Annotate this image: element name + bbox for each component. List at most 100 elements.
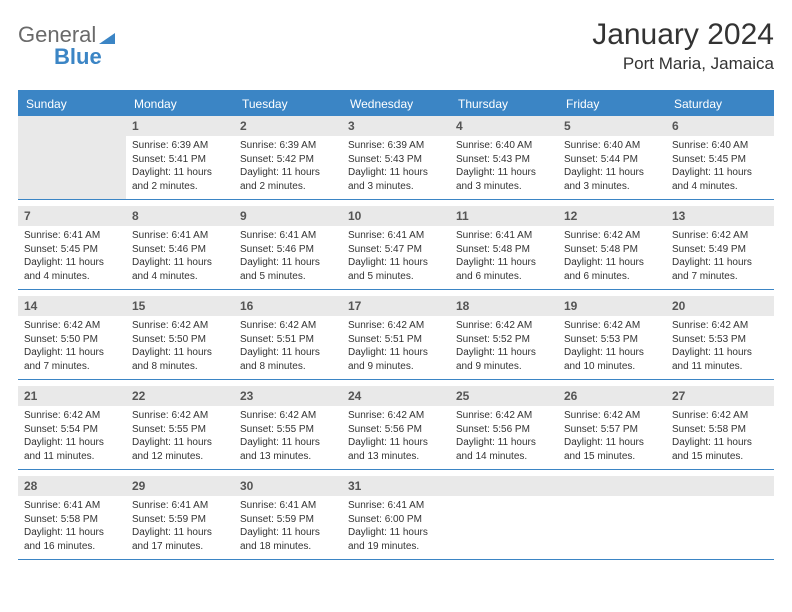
day-number: 31 [342, 476, 450, 496]
sunset-text: Sunset: 5:44 PM [564, 153, 660, 167]
daylight-text-2: and 8 minutes. [240, 360, 336, 374]
day-number: 6 [666, 116, 774, 136]
sunrise-text: Sunrise: 6:42 AM [240, 319, 336, 333]
sunrise-text: Sunrise: 6:41 AM [456, 229, 552, 243]
day-number: 4 [450, 116, 558, 136]
daylight-text-1: Daylight: 11 hours [240, 166, 336, 180]
day-cell: 11Sunrise: 6:41 AMSunset: 5:48 PMDayligh… [450, 206, 558, 290]
day-details: Sunrise: 6:41 AMSunset: 5:46 PMDaylight:… [126, 226, 234, 289]
day-details: Sunrise: 6:42 AMSunset: 5:55 PMDaylight:… [234, 406, 342, 469]
daylight-text-2: and 18 minutes. [240, 540, 336, 554]
sunset-text: Sunset: 5:45 PM [24, 243, 120, 257]
daylight-text-2: and 14 minutes. [456, 450, 552, 464]
daylight-text-1: Daylight: 11 hours [132, 256, 228, 270]
daylight-text-2: and 9 minutes. [348, 360, 444, 374]
dayhead-tuesday: Tuesday [234, 92, 342, 116]
day-details: Sunrise: 6:42 AMSunset: 5:56 PMDaylight:… [450, 406, 558, 469]
empty-cell [558, 476, 666, 560]
day-number: 22 [126, 386, 234, 406]
day-number: 1 [126, 116, 234, 136]
day-cell: 1Sunrise: 6:39 AMSunset: 5:41 PMDaylight… [126, 116, 234, 200]
dayhead-saturday: Saturday [666, 92, 774, 116]
day-number: 2 [234, 116, 342, 136]
day-details: Sunrise: 6:42 AMSunset: 5:48 PMDaylight:… [558, 226, 666, 289]
day-number: 15 [126, 296, 234, 316]
sunrise-text: Sunrise: 6:42 AM [132, 409, 228, 423]
daylight-text-2: and 8 minutes. [132, 360, 228, 374]
sunrise-text: Sunrise: 6:40 AM [456, 139, 552, 153]
sunset-text: Sunset: 5:43 PM [456, 153, 552, 167]
daylight-text-1: Daylight: 11 hours [564, 346, 660, 360]
day-cell: 2Sunrise: 6:39 AMSunset: 5:42 PMDaylight… [234, 116, 342, 200]
sunrise-text: Sunrise: 6:42 AM [240, 409, 336, 423]
day-details: Sunrise: 6:41 AMSunset: 5:59 PMDaylight:… [234, 496, 342, 559]
sunset-text: Sunset: 5:41 PM [132, 153, 228, 167]
daylight-text-1: Daylight: 11 hours [24, 256, 120, 270]
sunrise-text: Sunrise: 6:42 AM [672, 319, 768, 333]
day-details: Sunrise: 6:40 AMSunset: 5:45 PMDaylight:… [666, 136, 774, 199]
day-details: Sunrise: 6:42 AMSunset: 5:50 PMDaylight:… [18, 316, 126, 379]
sunset-text: Sunset: 5:55 PM [132, 423, 228, 437]
daylight-text-1: Daylight: 11 hours [564, 166, 660, 180]
daylight-text-2: and 12 minutes. [132, 450, 228, 464]
sunrise-text: Sunrise: 6:39 AM [132, 139, 228, 153]
daylight-text-2: and 10 minutes. [564, 360, 660, 374]
sunset-text: Sunset: 5:54 PM [24, 423, 120, 437]
daylight-text-2: and 15 minutes. [672, 450, 768, 464]
day-details: Sunrise: 6:42 AMSunset: 5:55 PMDaylight:… [126, 406, 234, 469]
day-details: Sunrise: 6:42 AMSunset: 5:57 PMDaylight:… [558, 406, 666, 469]
daylight-text-2: and 6 minutes. [456, 270, 552, 284]
sunrise-text: Sunrise: 6:42 AM [348, 319, 444, 333]
daylight-text-2: and 3 minutes. [348, 180, 444, 194]
day-number: 29 [126, 476, 234, 496]
sunset-text: Sunset: 5:50 PM [24, 333, 120, 347]
sunset-text: Sunset: 5:50 PM [132, 333, 228, 347]
title-block: January 2024 Port Maria, Jamaica [592, 18, 774, 74]
logo: GeneralBlue [18, 24, 115, 68]
day-details: Sunrise: 6:41 AMSunset: 5:48 PMDaylight:… [450, 226, 558, 289]
day-number: 26 [558, 386, 666, 406]
day-details: Sunrise: 6:41 AMSunset: 5:45 PMDaylight:… [18, 226, 126, 289]
daylight-text-2: and 6 minutes. [564, 270, 660, 284]
daylight-text-1: Daylight: 11 hours [456, 166, 552, 180]
day-cell: 30Sunrise: 6:41 AMSunset: 5:59 PMDayligh… [234, 476, 342, 560]
day-cell: 16Sunrise: 6:42 AMSunset: 5:51 PMDayligh… [234, 296, 342, 380]
sunrise-text: Sunrise: 6:42 AM [456, 409, 552, 423]
dayhead-monday: Monday [126, 92, 234, 116]
sunset-text: Sunset: 5:51 PM [348, 333, 444, 347]
day-cell: 29Sunrise: 6:41 AMSunset: 5:59 PMDayligh… [126, 476, 234, 560]
daylight-text-1: Daylight: 11 hours [240, 526, 336, 540]
day-cell: 19Sunrise: 6:42 AMSunset: 5:53 PMDayligh… [558, 296, 666, 380]
dayhead-wednesday: Wednesday [342, 92, 450, 116]
logo-text-b: Blue [54, 46, 102, 68]
day-number: 17 [342, 296, 450, 316]
location: Port Maria, Jamaica [592, 54, 774, 74]
day-details: Sunrise: 6:42 AMSunset: 5:50 PMDaylight:… [126, 316, 234, 379]
dayhead-friday: Friday [558, 92, 666, 116]
daylight-text-2: and 2 minutes. [240, 180, 336, 194]
day-number: 3 [342, 116, 450, 136]
day-number: 20 [666, 296, 774, 316]
daylight-text-1: Daylight: 11 hours [672, 256, 768, 270]
day-cell: 31Sunrise: 6:41 AMSunset: 6:00 PMDayligh… [342, 476, 450, 560]
sunset-text: Sunset: 5:49 PM [672, 243, 768, 257]
daylight-text-2: and 16 minutes. [24, 540, 120, 554]
day-cell: 23Sunrise: 6:42 AMSunset: 5:55 PMDayligh… [234, 386, 342, 470]
daylight-text-2: and 11 minutes. [24, 450, 120, 464]
day-cell: 7Sunrise: 6:41 AMSunset: 5:45 PMDaylight… [18, 206, 126, 290]
day-details: Sunrise: 6:42 AMSunset: 5:52 PMDaylight:… [450, 316, 558, 379]
day-number: 5 [558, 116, 666, 136]
sunrise-text: Sunrise: 6:39 AM [240, 139, 336, 153]
day-cell: 5Sunrise: 6:40 AMSunset: 5:44 PMDaylight… [558, 116, 666, 200]
sunrise-text: Sunrise: 6:41 AM [240, 499, 336, 513]
day-number: 10 [342, 206, 450, 226]
day-details: Sunrise: 6:39 AMSunset: 5:43 PMDaylight:… [342, 136, 450, 199]
day-number: 18 [450, 296, 558, 316]
sunset-text: Sunset: 5:43 PM [348, 153, 444, 167]
day-number: 24 [342, 386, 450, 406]
day-number: 13 [666, 206, 774, 226]
day-cell: 14Sunrise: 6:42 AMSunset: 5:50 PMDayligh… [18, 296, 126, 380]
sunset-text: Sunset: 5:45 PM [672, 153, 768, 167]
daylight-text-1: Daylight: 11 hours [240, 436, 336, 450]
daylight-text-1: Daylight: 11 hours [240, 346, 336, 360]
